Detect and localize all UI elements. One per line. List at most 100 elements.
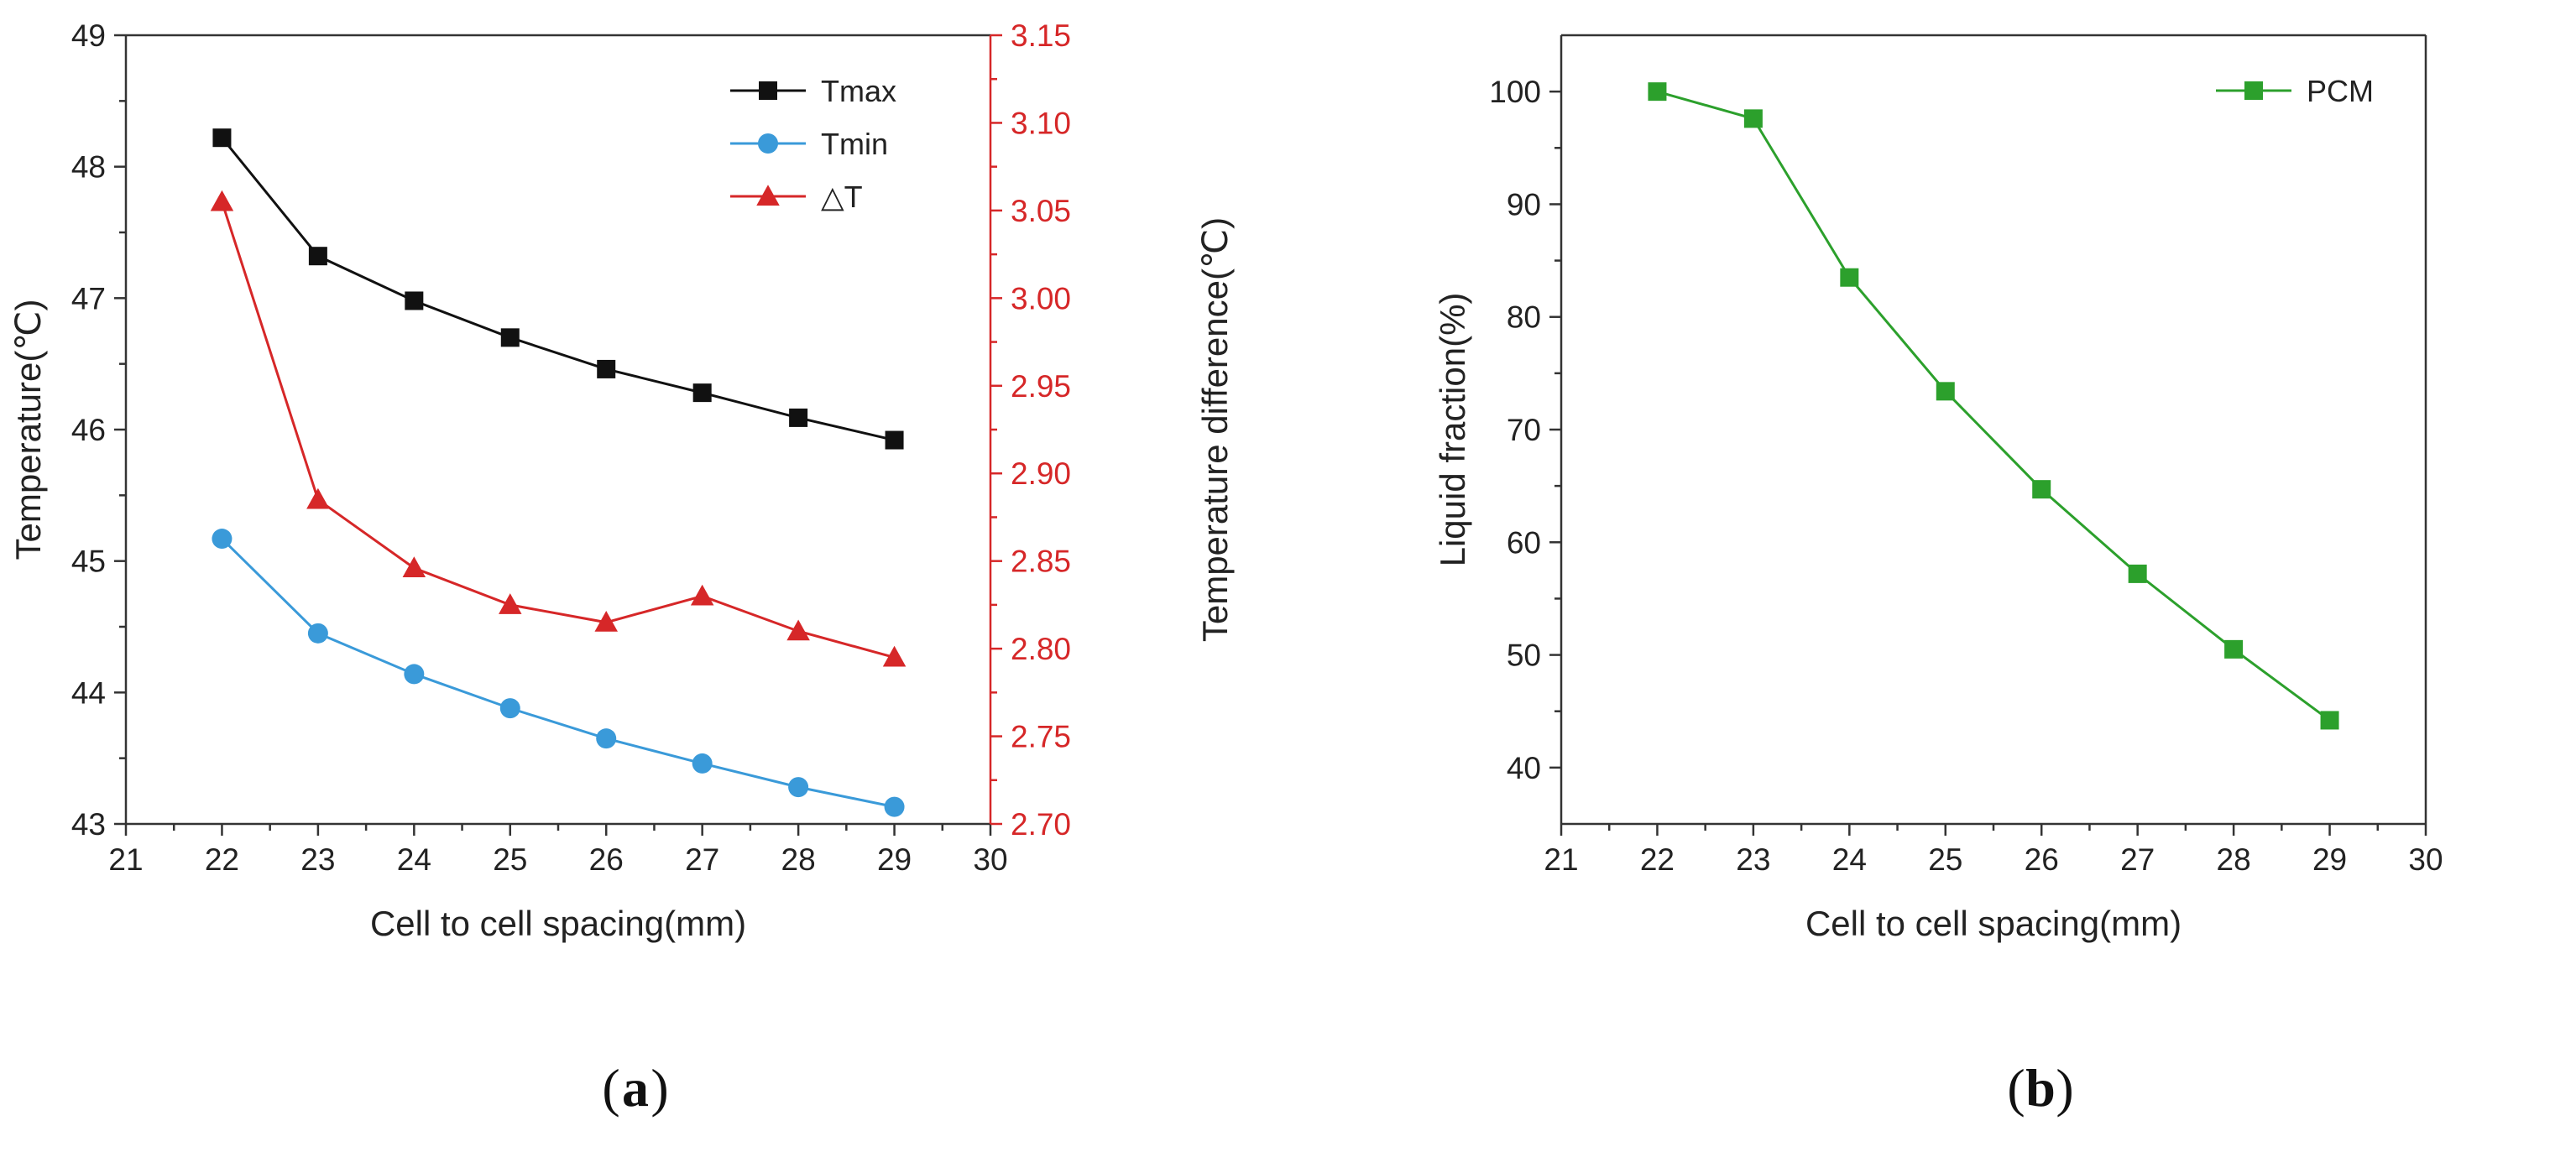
- y2-tick-label: 2.85: [1011, 545, 1071, 579]
- data-point-square: [2224, 639, 2244, 659]
- x-tick-label: 27: [685, 842, 719, 877]
- data-point-circle: [596, 728, 617, 749]
- data-point-square: [1648, 82, 1667, 102]
- data-point-circle: [307, 623, 328, 644]
- y-tick-label: 60: [1507, 525, 1541, 560]
- data-point-triangle: [594, 611, 618, 632]
- series-line-square: [1657, 90, 2331, 722]
- legend-label: PCM: [2307, 74, 2374, 108]
- caption-a-letter: a: [622, 1058, 649, 1118]
- x-tick-label: 24: [397, 842, 431, 877]
- y-tick-label: 43: [71, 807, 106, 842]
- x-tick-label: 26: [589, 842, 624, 877]
- legend-marker-square: [2244, 81, 2263, 100]
- legend-label: Tmin: [821, 127, 888, 161]
- y2-tick-label: 2.70: [1011, 807, 1071, 842]
- x-tick-label: 24: [1832, 842, 1867, 877]
- y2-tick-label: 3.15: [1011, 18, 1071, 53]
- x-tick-label: 27: [2120, 842, 2155, 877]
- y2-tick-label: 3.00: [1011, 281, 1071, 315]
- x-tick-label: 21: [108, 842, 143, 877]
- series-line-triangle: [221, 201, 895, 659]
- x-tick-label: 25: [1928, 842, 1962, 877]
- y-tick-label: 46: [71, 413, 106, 447]
- caption-b: ( b ): [2007, 1058, 2073, 1118]
- y-tick-label: 49: [71, 18, 106, 53]
- data-point-circle: [499, 698, 520, 719]
- y2-tick-label: 3.10: [1011, 106, 1071, 140]
- x-tick-label: 30: [2408, 842, 2443, 877]
- legend-marker-circle: [758, 133, 778, 154]
- data-point-square: [500, 328, 520, 347]
- series-line-square: [221, 137, 895, 441]
- data-point-square: [2128, 564, 2147, 583]
- y-tick-label: 45: [71, 545, 106, 579]
- y-tick-label: 40: [1507, 751, 1541, 785]
- x-tick-label: 23: [1736, 842, 1770, 877]
- y-tick-label: 80: [1507, 300, 1541, 335]
- x-tick-label: 29: [2312, 842, 2347, 877]
- x-tick-label: 29: [877, 842, 912, 877]
- caption-b-letter: b: [2025, 1058, 2056, 1118]
- legend-marker-square: [759, 81, 777, 100]
- chart-a-legend: Tmax Tmin △T: [730, 74, 896, 214]
- data-point-triangle: [210, 190, 234, 211]
- data-point-square: [885, 430, 904, 450]
- chart-a: 21 22 23 24 25 26 27 28 29 30 43 44 45 46 47 48 49 2.70…: [8, 18, 1235, 943]
- chart-a-xlabel: Cell to cell spacing(mm): [370, 904, 746, 943]
- chart-b-ylabel: Liquid fraction(%): [1433, 293, 1472, 567]
- y-tick-label: 90: [1507, 187, 1541, 222]
- data-point-square: [2320, 711, 2339, 730]
- y-tick-label: 44: [71, 675, 106, 710]
- data-point-square: [1840, 268, 1859, 287]
- chart-b: 21 22 23 24 25 26 27 28 29 30 40 50 60 70 80 90 100 Cel…: [1433, 34, 2443, 943]
- y2-tick-label: 2.80: [1011, 632, 1071, 666]
- chart-b-xlabel: Cell to cell spacing(mm): [1805, 904, 2182, 943]
- data-point-triangle: [882, 645, 907, 667]
- data-point-circle: [404, 664, 425, 685]
- x-tick-label: 28: [2217, 842, 2251, 877]
- x-tick-label: 26: [2025, 842, 2059, 877]
- legend-label: △T: [821, 180, 863, 214]
- x-tick-label: 22: [1640, 842, 1675, 877]
- caption-a: ( a ): [602, 1058, 668, 1118]
- data-point-triangle: [306, 487, 330, 509]
- data-point-circle: [692, 753, 713, 774]
- y-tick-label: 47: [71, 281, 106, 315]
- data-point-triangle: [499, 593, 522, 614]
- data-point-square: [308, 247, 327, 266]
- series-line-circle: [221, 537, 895, 809]
- x-tick-label: 21: [1544, 842, 1578, 877]
- caption-b-open: (: [2007, 1058, 2025, 1118]
- data-point-triangle: [402, 556, 426, 578]
- data-point-circle: [884, 796, 905, 817]
- data-point-square: [789, 408, 808, 427]
- y-tick-label: 100: [1489, 75, 1541, 109]
- chart-a-ylabel: Temperature(℃): [8, 300, 48, 560]
- x-tick-label: 25: [493, 842, 527, 877]
- data-point-square: [212, 128, 232, 148]
- caption-a-open: (: [602, 1058, 619, 1118]
- data-point-triangle: [690, 584, 714, 606]
- legend-marker-triangle: [756, 185, 780, 206]
- chart-a-y2label: Temperature difference(℃): [1195, 217, 1235, 642]
- data-point-square: [1936, 382, 1955, 401]
- x-tick-label: 22: [205, 842, 239, 877]
- data-point-triangle: [786, 619, 810, 641]
- data-point-square: [405, 291, 424, 310]
- legend-label: Tmax: [821, 74, 896, 108]
- data-point-square: [692, 383, 712, 403]
- y2-tick-label: 2.95: [1011, 369, 1071, 404]
- x-tick-label: 28: [781, 842, 816, 877]
- y-tick-label: 48: [71, 150, 106, 185]
- data-point-square: [2032, 480, 2051, 499]
- x-tick-label: 23: [300, 842, 335, 877]
- y-tick-label: 70: [1507, 413, 1541, 447]
- data-point-circle: [788, 777, 809, 798]
- y-tick-label: 50: [1507, 639, 1541, 673]
- x-tick-label: 30: [973, 842, 1007, 877]
- chart-b-legend: PCM: [2216, 74, 2374, 108]
- y2-tick-label: 2.90: [1011, 456, 1071, 491]
- data-point-circle: [212, 529, 233, 550]
